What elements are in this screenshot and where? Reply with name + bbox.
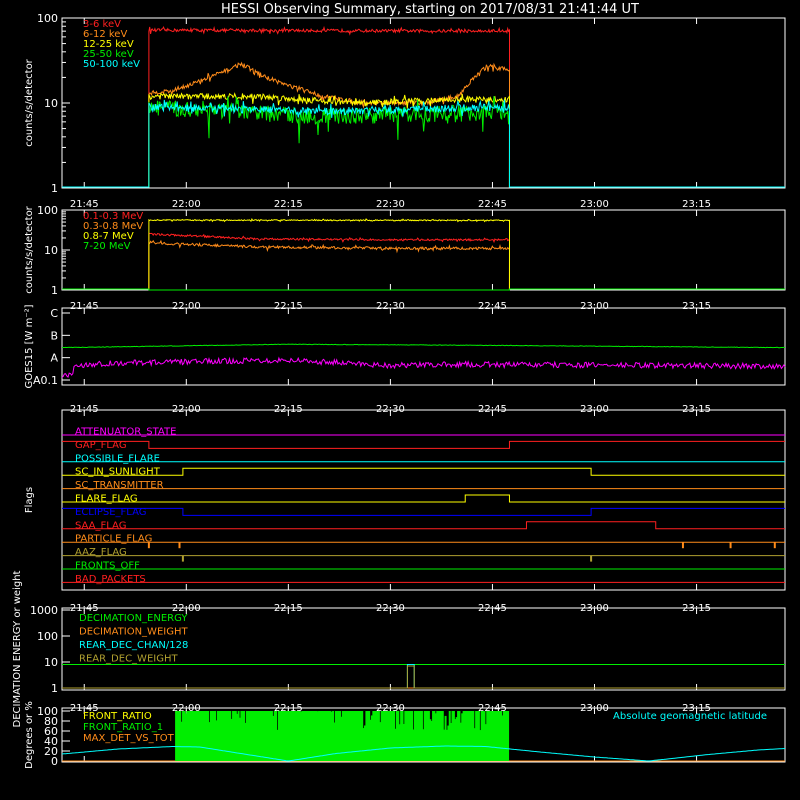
y-tick-label: 1: [51, 284, 58, 297]
panel-frame-4: [61, 409, 786, 591]
flag-label: FRONTS_OFF: [75, 561, 140, 572]
x-tick-label: 22:30: [376, 301, 405, 312]
x-tick-label: 22:00: [172, 301, 201, 312]
flag-label: GAP_FLAG: [75, 440, 127, 451]
x-tick-label: 23:00: [580, 199, 609, 210]
flag-label: POSSIBLE_FLARE: [75, 453, 160, 464]
legend-entry: FRONT_RATIO_1: [83, 722, 163, 733]
flag-label: FLARE_FLAG: [75, 494, 138, 505]
legend-entry: REAR_DEC_CHAN/128: [79, 640, 188, 651]
series-line-0-3-0-8-MeV: [62, 239, 785, 290]
x-tick-label: 22:15: [274, 199, 303, 210]
chart-title: HESSI Observing Summary, starting on 201…: [221, 2, 639, 17]
series-line-6-12-keV: [62, 61, 785, 188]
x-tick-label: 23:15: [682, 199, 711, 210]
series-line-12-25-keV: [62, 92, 785, 188]
x-tick-label: 23:15: [682, 301, 711, 312]
y-tick-label: 100: [37, 12, 58, 25]
y-axis-label: DECIMATION ENERGY or weight: [12, 570, 23, 727]
flag-line-sc-in-sunlight: [62, 467, 785, 476]
panel-frame-3: [61, 307, 786, 386]
flag-line-saa-flag: [62, 521, 785, 530]
y-tick-label: A: [50, 352, 58, 365]
legend-entry: 0.8-7 MeV: [83, 231, 134, 242]
legend-entry: MAX_DET_VS_TOT: [83, 733, 175, 744]
x-tick-label: 23:00: [580, 301, 609, 312]
series-line-7-20-MeV: [62, 288, 785, 291]
x-tick-label: 22:45: [478, 301, 507, 312]
y-tick-label: 80: [44, 715, 58, 728]
front-ratio-bars: [175, 711, 510, 761]
geomag-latitude-line: [61, 745, 786, 762]
legend-entry: 3-6 keV: [83, 19, 121, 30]
goes-long-line: [62, 343, 785, 349]
y-tick-label: 20: [44, 745, 58, 758]
x-tick-label: 22:15: [274, 301, 303, 312]
x-tick-label: 21:45: [70, 301, 99, 312]
x-tick-label: 21:45: [70, 199, 99, 210]
decimation-line-3: [62, 665, 785, 689]
series-line-3-6-keV: [62, 25, 785, 188]
series-line-0-8-7-MeV: [62, 218, 785, 290]
legend-entry: 0.1-0.3 MeV: [83, 211, 143, 222]
panel-frame-5: [61, 607, 786, 691]
y-axis-label: Flags: [24, 487, 35, 513]
y-tick-label: 100: [37, 204, 58, 217]
y-tick-label: 10: [44, 244, 58, 257]
y-axis-label: counts/s/detector: [24, 205, 35, 293]
x-tick-label: 22:45: [478, 199, 507, 210]
legend-entry: 6-12 keV: [83, 29, 127, 40]
legend-entry: 0.3-0.8 MeV: [83, 221, 143, 232]
legend-entry: Absolute geomagnetic latitude: [613, 711, 767, 722]
legend-entry: DECIMATION_ENERGY: [79, 613, 188, 624]
legend-entry: FRONT_RATIO: [83, 711, 152, 722]
y-tick-label: 1000: [30, 604, 58, 617]
legend-entry: 7-20 MeV: [83, 241, 131, 252]
series-line-50-100-keV: [62, 99, 785, 188]
y-tick-label: 1: [51, 682, 58, 695]
y-tick-label: 1: [51, 182, 58, 195]
flag-label: AAZ_FLAG: [75, 547, 127, 558]
flag-label: ECLIPSE_FLAG: [75, 507, 146, 518]
y-tick-label: A0.1: [33, 374, 58, 387]
y-axis-label: GOES15 [W m⁻²]: [24, 304, 35, 388]
y-tick-label: 10: [44, 97, 58, 110]
y-axis-label: Degrees or %: [24, 701, 35, 769]
y-axis-label: counts/s/detector: [24, 58, 35, 146]
goes-short-line: [61, 356, 786, 379]
series-line-0-1-0-3-MeV: [62, 232, 785, 290]
legend-entry: REAR_DEC_WEIGHT: [79, 654, 178, 665]
flag-label: PARTICLE_FLAG: [75, 534, 152, 545]
series-line-25-50-keV: [62, 95, 785, 188]
flag-line-gap-flag: [62, 440, 785, 449]
flag-line-eclipse-flag: [62, 507, 785, 516]
flag-label: SC_IN_SUNLIGHT: [75, 467, 161, 478]
flag-label: ATTENUATOR_STATE: [75, 427, 176, 438]
y-tick-label: 0: [51, 755, 58, 768]
x-tick-label: 22:00: [172, 199, 201, 210]
y-tick-label: C: [50, 307, 58, 320]
y-tick-label: 100: [37, 705, 58, 718]
flag-label: SAA_FLAG: [75, 520, 126, 531]
y-tick-label: 40: [44, 735, 58, 748]
legend-entry: 50-100 keV: [83, 59, 140, 70]
flag-label: SC_TRANSMITTER: [75, 480, 164, 491]
panel-frame-6: [61, 707, 786, 763]
legend-entry: 12-25 keV: [83, 39, 134, 50]
legend-entry: DECIMATION_WEIGHT: [79, 627, 188, 638]
legend-entry: 25-50 keV: [83, 49, 134, 60]
y-tick-label: 100: [37, 630, 58, 643]
y-tick-label: B: [50, 329, 58, 342]
y-tick-label: 10: [44, 656, 58, 669]
flag-label: BAD_PACKETS: [75, 574, 146, 585]
y-tick-label: 60: [44, 725, 58, 738]
x-tick-label: 22:30: [376, 199, 405, 210]
flag-line-flare-flag: [62, 494, 785, 503]
